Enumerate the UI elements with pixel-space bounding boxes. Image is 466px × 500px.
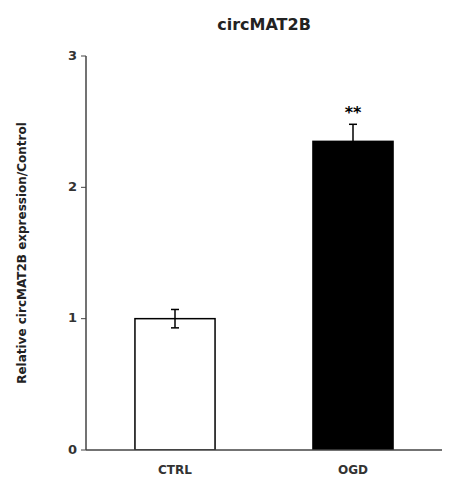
x-tick-label: CTRL <box>158 463 192 477</box>
bar <box>313 141 393 450</box>
x-tick-label: OGD <box>338 463 368 477</box>
y-axis-label: Relative circMAT2B expression/Control <box>15 122 29 384</box>
y-tick-label: 0 <box>68 442 77 457</box>
bars <box>135 124 393 450</box>
y-tick-label: 1 <box>68 310 77 325</box>
title: circMAT2B <box>217 15 311 34</box>
y-tick-label: 2 <box>68 179 77 194</box>
error-bar <box>171 309 179 327</box>
y-axis <box>85 56 87 450</box>
significance-marker: ** <box>345 103 362 122</box>
bar <box>135 319 215 450</box>
chart: circMAT2B Relative circMAT2B expression/C… <box>0 0 466 500</box>
y-tick-label: 3 <box>68 48 77 63</box>
error-bar <box>349 124 357 158</box>
x-axis <box>86 449 442 451</box>
